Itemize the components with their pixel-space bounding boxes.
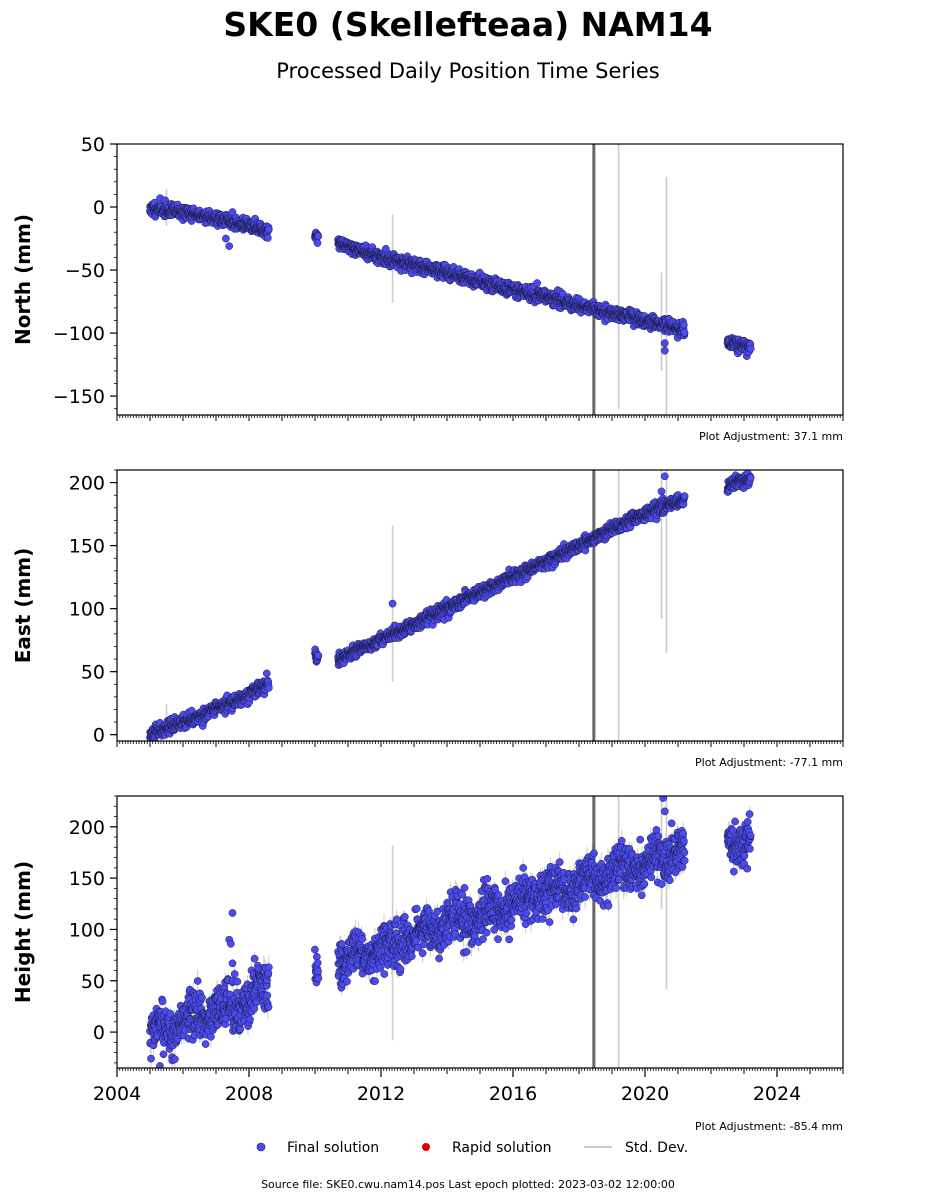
- data-point: [679, 320, 688, 329]
- panels: 50 0 −50 −100 −150 North (mm) Plot Adjustment:…: [11, 134, 844, 1133]
- panel-2: 2004 2008 2012 2016 2020 2024200150100500Heig…: [11, 795, 844, 1133]
- data-point: [313, 239, 322, 247]
- y-tick-label: 0: [93, 725, 105, 747]
- outlier-point: [388, 599, 397, 608]
- panel-0: 50 0 −50 −100 −150 North (mm) Plot Adjustment:…: [11, 134, 844, 443]
- y-tick-label: 50: [81, 134, 105, 156]
- plot-area-2: [146, 796, 755, 1068]
- y-tick-label: −150: [53, 386, 105, 408]
- data-point: [264, 225, 273, 234]
- outlier-point: [660, 346, 669, 355]
- y-axis-label: East (mm): [11, 548, 35, 664]
- data-point: [264, 684, 273, 692]
- data-point: [314, 651, 323, 660]
- data-point: [680, 328, 689, 337]
- plot-area-1: [146, 470, 755, 741]
- outlier-point: [228, 208, 237, 216]
- y-tick-label: 100: [69, 599, 105, 621]
- data-point: [746, 473, 755, 482]
- y-tick-label: 200: [69, 473, 105, 495]
- data-point: [263, 234, 272, 242]
- y-tick-label: 0: [93, 197, 105, 219]
- plot-adjustment-label: Plot Adjustment: -77.1 mm: [695, 756, 843, 769]
- outlier-point: [657, 487, 666, 496]
- figure-subtitle: Processed Daily Position Time Series: [276, 59, 660, 83]
- y-tick-label: −100: [53, 323, 105, 345]
- plot-area-0: [146, 144, 755, 415]
- outlier-point: [660, 472, 669, 481]
- outlier-point: [660, 339, 669, 348]
- y-tick-label: −50: [65, 260, 105, 282]
- data-point: [680, 492, 689, 500]
- plot-adjustment-label: Plot Adjustment: 37.1 mm: [699, 430, 843, 443]
- outlier-point: [225, 242, 234, 250]
- data-point: [746, 344, 755, 353]
- y-tick-label: 150: [69, 536, 105, 558]
- y-axis-label: North (mm): [11, 214, 35, 345]
- figure-title: SKE0 (Skellefteaa) NAM14: [223, 5, 712, 44]
- outlier-point: [222, 234, 230, 243]
- data-point: [314, 232, 323, 241]
- data-point: [533, 279, 541, 287]
- y-tick-label: 50: [81, 662, 105, 684]
- panel-1: 200 150 100 50 0 East (mm) Plot Adjustment: -7…: [11, 469, 844, 769]
- data-point: [262, 669, 271, 678]
